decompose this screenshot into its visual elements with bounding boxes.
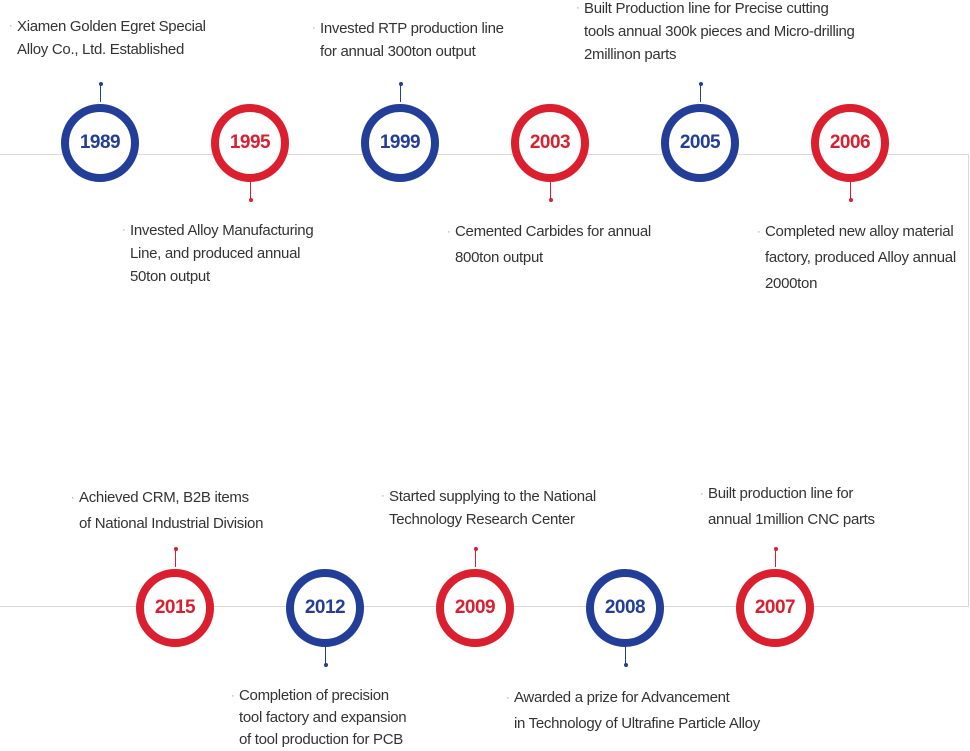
milestone-2009-circle: 2009 — [436, 569, 514, 647]
milestone-2003-connector — [548, 182, 553, 202]
milestone-1989-connector — [98, 82, 103, 102]
milestone-2003-desc: · Cemented Carbides for annual 800ton ou… — [447, 223, 651, 266]
milestone-1995-circle: 1995 — [211, 104, 289, 182]
milestone-1989-desc: · Xiamen Golden Egret Special Alloy Co.,… — [9, 18, 206, 58]
milestone-2003-year: 2003 — [529, 132, 571, 153]
milestone-2009-connector — [473, 547, 478, 567]
milestone-2006-year: 2006 — [829, 132, 871, 153]
milestone-2015-connector — [173, 547, 178, 567]
milestone-1999-desc: · Invested RTP production line for annua… — [312, 20, 504, 60]
milestone-2008-connector — [623, 647, 628, 667]
milestone-1995-desc: · Invested Alloy Manufacturing Line, and… — [122, 222, 314, 285]
milestone-2015-desc: · Achieved CRM, B2B items of National In… — [71, 489, 264, 532]
milestone-2007-year: 2007 — [754, 597, 796, 618]
milestone-2006-circle: 2006 — [811, 104, 889, 182]
milestone-2012-desc: · Completion of precision tool factory a… — [231, 687, 407, 748]
milestone-1995-connector — [248, 182, 253, 202]
milestone-2009-desc: · Started supplying to the National Tech… — [381, 488, 596, 528]
milestone-2012-year: 2012 — [304, 597, 346, 618]
milestone-2015-year: 2015 — [154, 597, 196, 618]
milestone-2007-desc: · Built production line for annual 1mill… — [700, 485, 875, 528]
milestone-2005-circle: 2005 — [661, 104, 739, 182]
milestone-2009-year: 2009 — [454, 597, 496, 618]
milestone-2012-connector — [323, 647, 328, 667]
milestone-2012-circle: 2012 — [286, 569, 364, 647]
milestone-2006-desc: · Completed new alloy material factory, … — [757, 223, 956, 292]
milestone-2007-connector — [773, 547, 778, 567]
milestone-1999-circle: 1999 — [361, 104, 439, 182]
milestone-2005-desc: · Built Production line for Precise cutt… — [576, 0, 855, 63]
milestone-2008-circle: 2008 — [586, 569, 664, 647]
milestone-2008-desc: · Awarded a prize for Advancement in Tec… — [506, 689, 760, 732]
milestone-1989-circle: 1989 — [61, 104, 139, 182]
milestone-2006-connector — [848, 182, 853, 202]
milestone-2005-year: 2005 — [679, 132, 721, 153]
milestone-1995-year: 1995 — [229, 132, 271, 153]
milestone-2005-connector — [698, 82, 703, 102]
milestone-2008-year: 2008 — [604, 597, 646, 618]
milestone-1989-year: 1989 — [79, 132, 121, 153]
milestone-1999-year: 1999 — [379, 132, 421, 153]
milestone-2003-circle: 2003 — [511, 104, 589, 182]
milestone-2007-circle: 2007 — [736, 569, 814, 647]
milestone-1999-connector — [398, 82, 403, 102]
milestone-2015-circle: 2015 — [136, 569, 214, 647]
